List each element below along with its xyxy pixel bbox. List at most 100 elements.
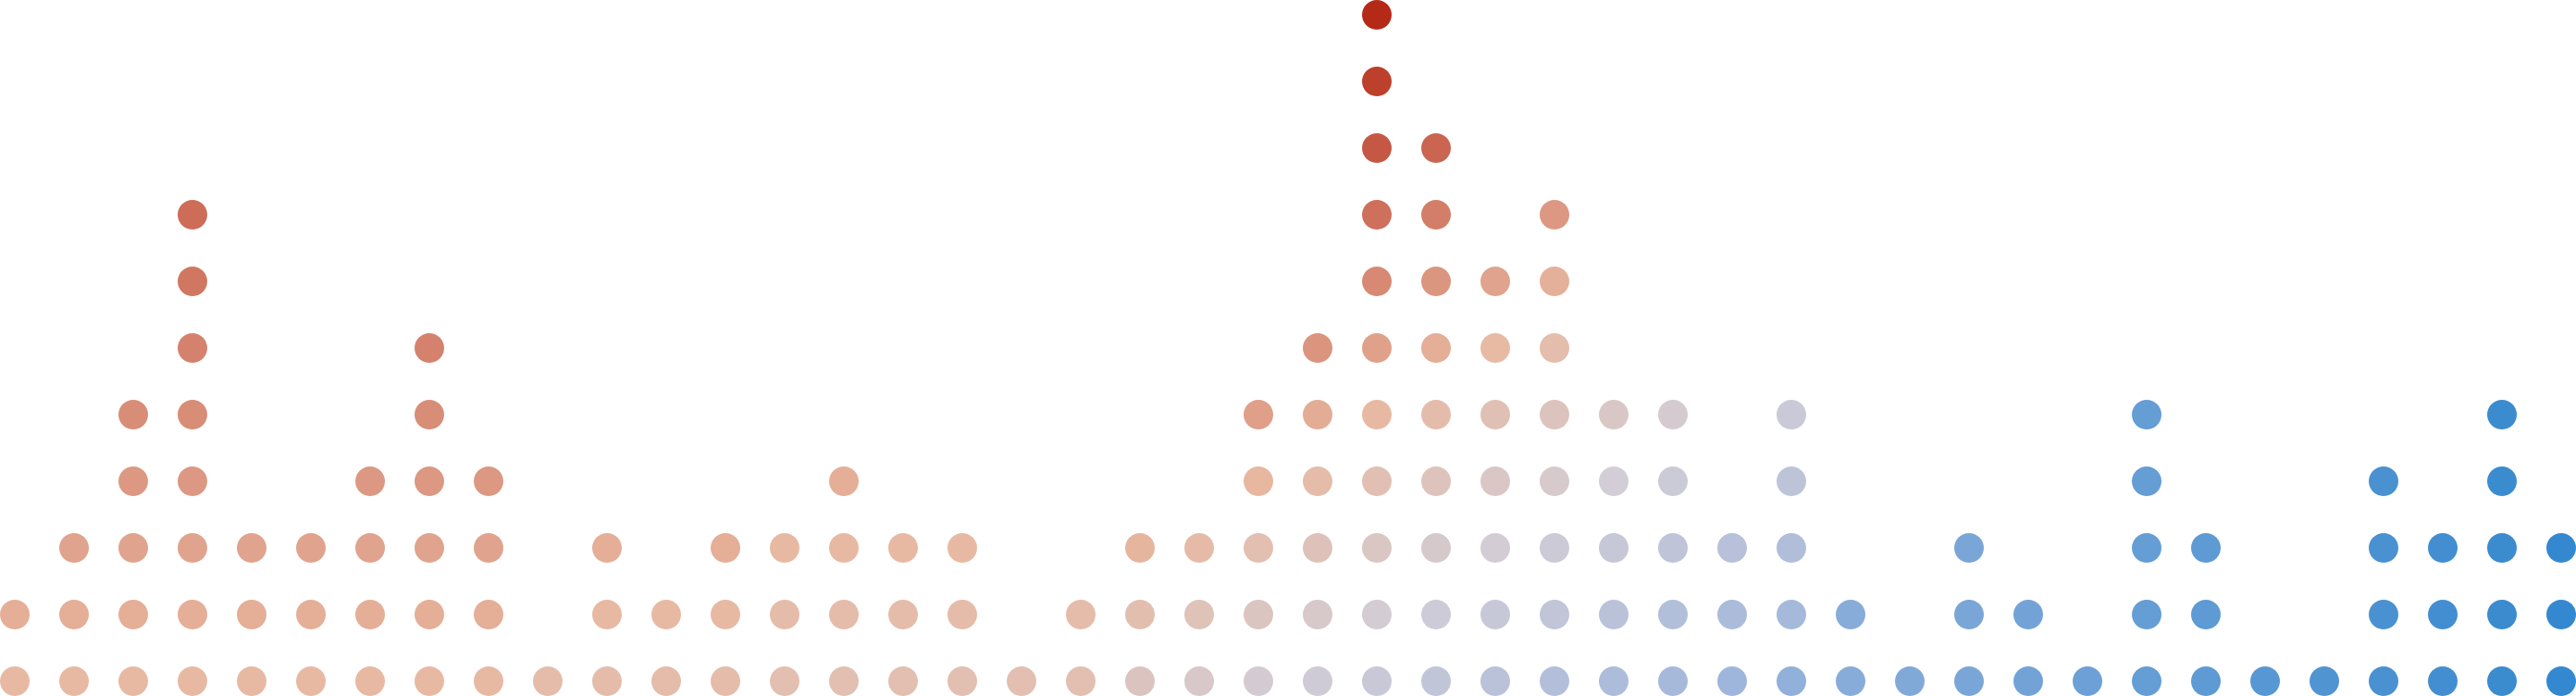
dot	[178, 666, 207, 696]
dot	[59, 533, 89, 563]
dot	[1362, 67, 1392, 96]
dot	[474, 666, 503, 696]
dot	[1717, 600, 1747, 629]
dot-column-23	[1362, 0, 1392, 696]
dot	[829, 666, 859, 696]
dot	[296, 600, 326, 629]
dot	[2191, 533, 2221, 563]
dot-column-14	[829, 466, 859, 696]
dot-column-19	[1125, 533, 1155, 696]
dot-column-17	[1007, 666, 1036, 696]
dot	[1836, 600, 1865, 629]
dot	[1540, 466, 1569, 496]
dot	[2191, 666, 2221, 696]
dot	[947, 533, 977, 563]
dot	[1540, 400, 1569, 429]
dot	[1599, 400, 1629, 429]
dot	[415, 533, 444, 563]
dot	[1303, 666, 1332, 696]
dot	[1125, 666, 1155, 696]
dot	[1480, 600, 1510, 629]
dot	[1777, 666, 1806, 696]
dot-column-43	[2546, 533, 2576, 696]
dot-column-9	[533, 666, 563, 696]
dot	[829, 600, 859, 629]
dot	[2369, 533, 2398, 563]
dot-column-0	[0, 600, 30, 696]
dot-column-5	[296, 533, 326, 696]
dot	[178, 400, 207, 429]
dot	[1599, 466, 1629, 496]
dot	[1303, 466, 1332, 496]
dot-column-37	[2191, 533, 2221, 696]
dot	[2132, 400, 2161, 429]
dot	[118, 466, 148, 496]
dot	[59, 600, 89, 629]
dot	[2310, 666, 2339, 696]
dot	[1540, 267, 1569, 296]
dot	[1244, 600, 1273, 629]
dot	[1362, 267, 1392, 296]
dot	[178, 267, 207, 296]
dot	[474, 533, 503, 563]
dot	[2487, 533, 2517, 563]
dot	[2073, 666, 2102, 696]
dot-column-36	[2132, 400, 2161, 696]
dot	[1362, 666, 1392, 696]
dot	[1421, 400, 1451, 429]
dot	[2013, 600, 2043, 629]
dot	[2132, 533, 2161, 563]
dot	[1599, 600, 1629, 629]
dot-column-7	[415, 333, 444, 696]
dot	[1421, 200, 1451, 230]
dot	[1184, 533, 1214, 563]
dot	[2546, 533, 2576, 563]
dot-column-29	[1717, 533, 1747, 696]
dot	[1540, 666, 1569, 696]
dot	[2428, 600, 2458, 629]
dot	[2546, 600, 2576, 629]
dot	[888, 533, 918, 563]
dot	[888, 666, 918, 696]
dot	[1717, 533, 1747, 563]
dot	[0, 600, 30, 629]
dot	[1184, 666, 1214, 696]
dot	[2369, 666, 2398, 696]
dot-column-22	[1303, 333, 1332, 696]
dot	[118, 666, 148, 696]
dot	[2132, 600, 2161, 629]
dot	[1362, 533, 1392, 563]
dot	[296, 533, 326, 563]
dot	[711, 533, 740, 563]
dot	[1007, 666, 1036, 696]
dot	[770, 600, 799, 629]
dot	[237, 600, 266, 629]
dot-column-3	[178, 200, 207, 696]
dot	[118, 533, 148, 563]
dot	[1480, 533, 1510, 563]
dot	[1599, 533, 1629, 563]
dot	[1125, 600, 1155, 629]
dot	[1362, 133, 1392, 163]
dot-column-11	[651, 600, 681, 696]
dot-column-28	[1658, 400, 1688, 696]
dot	[1658, 400, 1688, 429]
dot-column-31	[1836, 600, 1865, 696]
dot	[1658, 600, 1688, 629]
dot-column-27	[1599, 400, 1629, 696]
dot-column-21	[1244, 400, 1273, 696]
dot	[1777, 533, 1806, 563]
dot-column-26	[1540, 200, 1569, 696]
dot	[178, 200, 207, 230]
dot	[533, 666, 563, 696]
dot	[178, 466, 207, 496]
dot	[2428, 666, 2458, 696]
dot	[1777, 466, 1806, 496]
dot	[1303, 533, 1332, 563]
dot	[651, 600, 681, 629]
dot	[1125, 533, 1155, 563]
dot	[415, 466, 444, 496]
dot-column-39	[2310, 666, 2339, 696]
dot	[1954, 533, 1984, 563]
dot	[1540, 600, 1569, 629]
